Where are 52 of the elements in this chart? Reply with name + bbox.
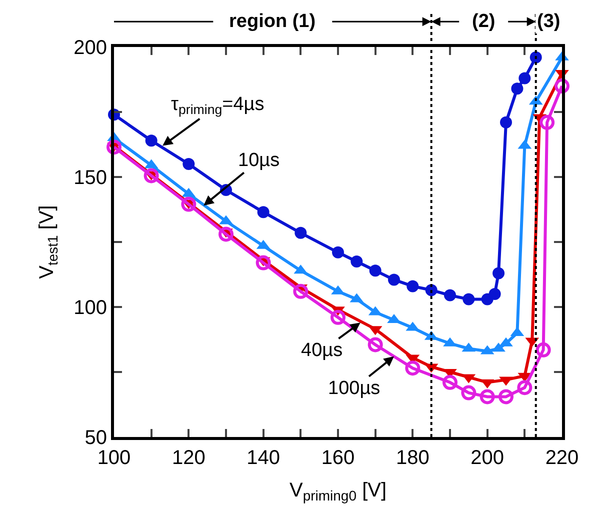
point [218, 226, 234, 242]
annotation: 100µs [328, 378, 380, 399]
point [350, 256, 363, 268]
point [106, 140, 122, 155]
text: region (1) [229, 11, 316, 32]
point [500, 116, 512, 128]
point [145, 134, 158, 147]
point [181, 196, 196, 212]
point [517, 380, 532, 396]
y-tick-label: 100 [74, 297, 107, 319]
point [388, 274, 400, 286]
x-tick-label: 100 [97, 447, 131, 469]
point [540, 114, 555, 130]
text: (3) [537, 11, 560, 32]
y-tick-label: 50 [84, 427, 107, 449]
text: (2) [472, 11, 496, 32]
point [405, 360, 420, 376]
point [294, 226, 307, 239]
point [488, 288, 501, 300]
x-tick-label: 220 [545, 447, 579, 469]
annotation: 10µs [238, 150, 280, 171]
x-tick-label: 200 [470, 447, 504, 469]
point [442, 374, 458, 390]
point [182, 158, 195, 170]
point [332, 246, 344, 258]
point [511, 82, 524, 95]
point [369, 264, 382, 277]
point [492, 267, 505, 280]
point [406, 280, 419, 292]
y-tick-label: 150 [74, 167, 107, 189]
x-tick-label: 120 [172, 447, 206, 469]
point [462, 293, 475, 306]
point [444, 289, 456, 302]
point [554, 78, 570, 94]
y-tick-label: 200 [74, 37, 107, 59]
point [330, 310, 346, 325]
annotation: τ$_{priming}$=4µs [171, 94, 264, 117]
point [461, 385, 476, 400]
point [536, 342, 551, 358]
x-tick-label: 160 [321, 447, 355, 469]
point [257, 206, 270, 218]
x-tick-label: 180 [396, 447, 430, 469]
point [480, 389, 495, 404]
point [144, 168, 159, 184]
point [256, 255, 271, 270]
x-axis-title: V$_{priming0}$ [V] [289, 480, 387, 504]
point [518, 72, 531, 84]
point [498, 389, 514, 404]
point [293, 284, 308, 299]
x-tick-label: 140 [246, 447, 280, 469]
annotation: 40µs [301, 340, 343, 361]
point [368, 337, 383, 352]
